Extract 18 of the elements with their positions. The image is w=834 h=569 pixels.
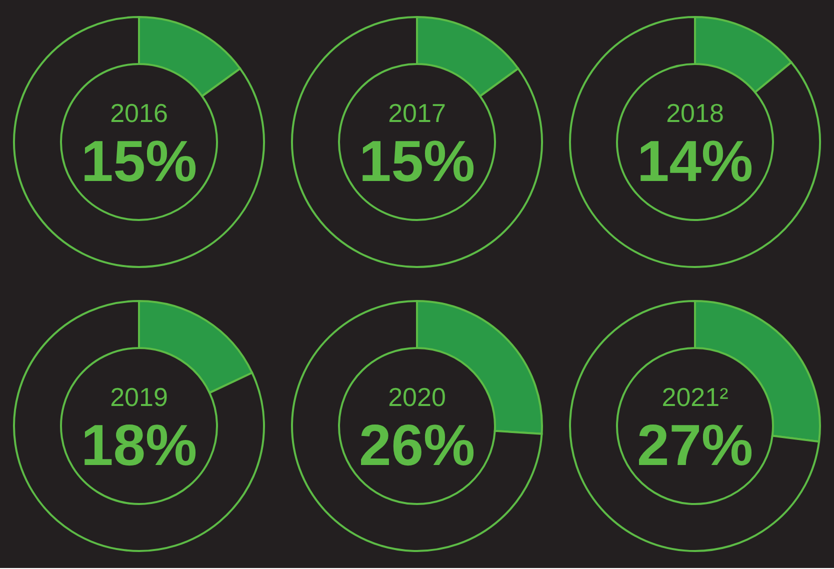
donut-slice (291, 16, 543, 268)
text: 2017 (388, 98, 446, 128)
text: 27% (636, 413, 754, 478)
donut-slice (291, 300, 543, 552)
donut-slice (13, 300, 265, 552)
donut-slice (13, 16, 265, 268)
text: 15% (358, 129, 476, 194)
donut-slice (569, 300, 820, 552)
text: 2018 (666, 98, 724, 128)
text: 14% (636, 129, 754, 194)
text: 18% (80, 413, 198, 478)
text: 2021² (662, 382, 729, 412)
text: 2020 (388, 382, 446, 412)
donut-slice (569, 16, 821, 268)
text: 2019 (110, 382, 168, 412)
text: 15% (80, 129, 198, 194)
text: 26% (358, 413, 476, 478)
text: 2016 (110, 98, 168, 128)
